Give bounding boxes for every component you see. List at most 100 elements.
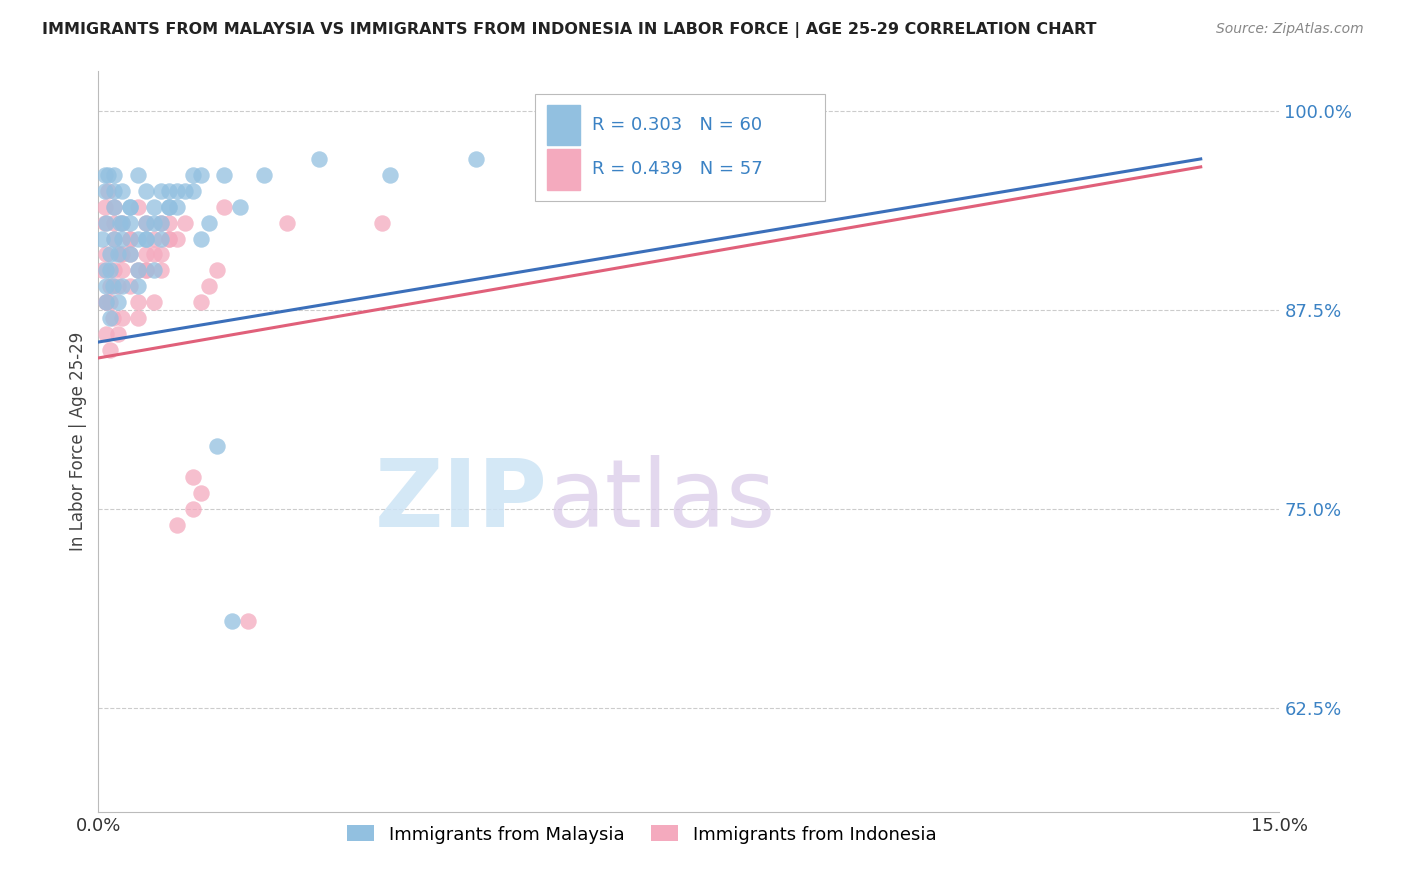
Point: [111, 247, 134, 261]
Point: [103, 231, 125, 245]
Point: [93, 168, 115, 182]
Point: [157, 200, 180, 214]
Legend: Immigrants from Malaysia, Immigrants from Indonesia: Immigrants from Malaysia, Immigrants fro…: [340, 818, 943, 851]
Point: [103, 184, 125, 198]
Point: [118, 279, 141, 293]
Point: [135, 263, 157, 277]
Point: [142, 216, 165, 230]
Point: [157, 184, 180, 198]
Point: [98, 263, 121, 277]
Point: [150, 247, 173, 261]
Point: [98, 343, 121, 357]
Point: [205, 438, 228, 452]
Point: [118, 216, 141, 230]
Point: [135, 184, 157, 198]
Point: [98, 279, 121, 293]
Point: [190, 295, 212, 310]
Point: [118, 247, 141, 261]
Point: [371, 216, 394, 230]
Point: [142, 231, 165, 245]
Point: [127, 200, 149, 214]
Point: [229, 200, 252, 214]
Point: [174, 184, 197, 198]
Point: [214, 200, 236, 214]
Point: [190, 486, 212, 500]
Point: [190, 231, 212, 245]
Point: [97, 168, 120, 182]
Point: [111, 279, 134, 293]
Point: [98, 247, 121, 261]
Point: [93, 216, 115, 230]
Point: [157, 231, 180, 245]
Point: [111, 231, 134, 245]
Point: [107, 247, 129, 261]
Point: [118, 200, 141, 214]
Point: [135, 216, 157, 230]
Text: atlas: atlas: [547, 455, 776, 547]
Point: [97, 184, 120, 198]
Text: ZIP: ZIP: [374, 455, 547, 547]
Point: [111, 216, 134, 230]
Point: [157, 216, 180, 230]
Point: [91, 231, 114, 245]
Point: [96, 295, 118, 310]
Point: [150, 216, 173, 230]
Point: [253, 168, 276, 182]
Point: [127, 279, 149, 293]
Point: [276, 216, 298, 230]
Point: [221, 614, 243, 628]
Point: [135, 231, 157, 245]
Text: IMMIGRANTS FROM MALAYSIA VS IMMIGRANTS FROM INDONESIA IN LABOR FORCE | AGE 25-29: IMMIGRANTS FROM MALAYSIA VS IMMIGRANTS F…: [42, 22, 1097, 38]
Point: [127, 231, 149, 245]
Point: [157, 200, 180, 214]
Point: [101, 311, 124, 326]
Point: [378, 168, 401, 182]
Point: [107, 295, 129, 310]
Point: [150, 263, 173, 277]
Point: [197, 216, 219, 230]
Point: [142, 200, 165, 214]
Point: [96, 247, 118, 261]
Point: [93, 200, 115, 214]
Point: [214, 168, 236, 182]
Point: [96, 279, 118, 293]
Point: [118, 247, 141, 261]
Point: [110, 247, 132, 261]
Point: [142, 247, 165, 261]
Point: [107, 279, 129, 293]
Point: [465, 152, 488, 166]
Point: [98, 311, 121, 326]
Point: [96, 216, 118, 230]
Point: [135, 216, 157, 230]
Point: [197, 279, 219, 293]
Point: [111, 184, 134, 198]
Point: [110, 216, 132, 230]
Point: [135, 247, 157, 261]
Point: [98, 295, 121, 310]
Point: [103, 200, 125, 214]
Point: [181, 470, 204, 484]
Point: [101, 279, 124, 293]
Point: [142, 295, 165, 310]
Point: [150, 184, 173, 198]
Text: R = 0.303   N = 60: R = 0.303 N = 60: [592, 116, 762, 134]
Point: [103, 168, 125, 182]
Point: [91, 263, 114, 277]
Point: [166, 231, 188, 245]
FancyBboxPatch shape: [536, 94, 825, 201]
Point: [96, 295, 118, 310]
Point: [93, 184, 115, 198]
Point: [190, 168, 212, 182]
Text: R = 0.439   N = 57: R = 0.439 N = 57: [592, 160, 763, 178]
Point: [96, 263, 118, 277]
Point: [127, 263, 149, 277]
Point: [118, 231, 141, 245]
Point: [157, 231, 180, 245]
Bar: [547, 149, 581, 190]
Point: [150, 216, 173, 230]
Point: [118, 231, 141, 245]
Point: [103, 200, 125, 214]
Point: [135, 231, 157, 245]
Point: [181, 184, 204, 198]
Point: [166, 200, 188, 214]
